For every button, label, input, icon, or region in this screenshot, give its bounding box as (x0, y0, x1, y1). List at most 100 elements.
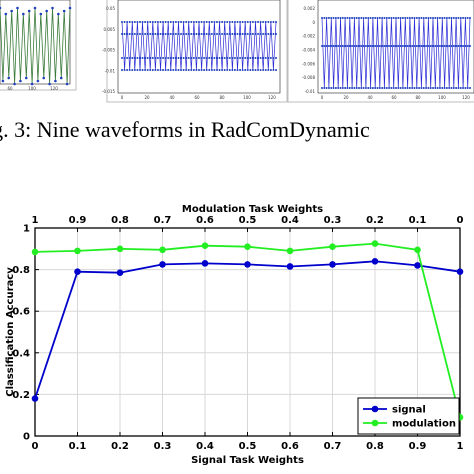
waveform-marker (469, 17, 471, 19)
waveform-marker (429, 45, 432, 47)
waveform-marker (180, 33, 183, 35)
waveform-marker (13, 82, 16, 86)
waveform-marker (427, 87, 430, 89)
waveform-marker (195, 69, 198, 71)
waveform-marker (213, 57, 216, 59)
waveform-marker (399, 17, 402, 19)
waveform-marker (221, 57, 224, 59)
waveform-marker (200, 57, 203, 59)
waveform-marker (218, 57, 221, 59)
waveform-marker (249, 33, 252, 35)
waveform-marker (388, 87, 391, 89)
waveform-marker (185, 57, 188, 59)
waveform-marker (121, 69, 123, 71)
waveform-marker (177, 69, 180, 71)
waveform-marker (337, 17, 340, 19)
waveform-marker (180, 69, 183, 71)
waveform-marker (231, 33, 234, 35)
waveform-marker (432, 87, 434, 89)
waveform-marker (466, 45, 469, 47)
waveform-marker (198, 21, 200, 23)
top-x-tick-label: 0.1 (409, 215, 427, 226)
x-tick-label: 0 (32, 441, 39, 452)
waveform-marker (144, 69, 147, 71)
waveform-marker (459, 87, 462, 89)
waveform-marker (221, 21, 224, 23)
waveform-marker (128, 69, 131, 71)
waveform-marker (203, 33, 206, 35)
waveform-marker (249, 21, 252, 23)
waveform-marker (121, 57, 123, 59)
waveform-marker (215, 57, 218, 59)
waveform-marker (443, 87, 446, 89)
waveform-marker (448, 45, 451, 47)
waveform-marker (144, 21, 147, 23)
waveform-marker (233, 33, 236, 35)
waveform-marker (369, 87, 372, 89)
waveform-marker (254, 57, 257, 59)
waveform-marker (215, 21, 218, 23)
waveform-marker (381, 87, 384, 89)
series-signal (31, 257, 464, 402)
waveform-marker (272, 33, 275, 35)
waveform-marker (341, 17, 344, 19)
waveform-marker (346, 17, 349, 19)
waveform-marker (351, 17, 354, 19)
top-x-tick-label: 0.6 (196, 215, 214, 226)
waveform-marker (323, 87, 326, 89)
waveform-axes-box (317, 0, 474, 94)
waveform-marker (257, 69, 260, 71)
waveform-marker (381, 45, 384, 47)
waveform-marker (149, 69, 152, 71)
waveform-marker (45, 9, 48, 13)
waveform-marker (395, 45, 397, 47)
waveform-marker (267, 33, 270, 35)
waveform-marker (190, 33, 193, 35)
waveform-marker (30, 82, 34, 86)
waveform-marker (205, 33, 208, 35)
waveform-marker (190, 57, 193, 59)
chart-legend: signal modulation (357, 397, 460, 435)
waveform-marker (275, 21, 277, 23)
waveform-marker (151, 21, 154, 23)
waveform-marker (392, 87, 395, 89)
waveform-marker (459, 17, 462, 19)
waveform-marker (344, 17, 347, 19)
waveform-marker (192, 33, 195, 35)
waveform-marker (436, 17, 439, 19)
waveform-marker (376, 87, 379, 89)
waveform-marker (218, 33, 221, 35)
waveform-marker (246, 33, 249, 35)
data-point-modulation (371, 240, 379, 247)
waveform-marker (341, 87, 344, 89)
waveform-marker (174, 57, 177, 59)
waveform-marker (185, 69, 188, 71)
waveform-marker (187, 33, 190, 35)
waveform-marker (65, 82, 69, 86)
waveform-marker (264, 21, 267, 23)
waveform-marker (203, 21, 206, 23)
waveform-marker (174, 33, 177, 35)
waveform-marker (462, 45, 465, 47)
waveform-marker (213, 33, 216, 35)
waveform-marker (358, 45, 360, 47)
waveform-marker (448, 87, 451, 89)
waveform-x-tick: 100 (28, 86, 36, 91)
waveform-marker (275, 33, 277, 35)
waveform-marker (68, 6, 72, 10)
waveform-marker (269, 21, 272, 23)
waveform-marker (443, 17, 446, 19)
waveform-marker (272, 69, 275, 71)
waveform-marker (239, 33, 242, 35)
waveform-marker (339, 17, 342, 19)
waveform-marker (362, 87, 365, 89)
waveform-marker (339, 45, 342, 47)
waveform-marker (332, 87, 335, 89)
waveform-marker (464, 87, 467, 89)
waveform-marker (385, 17, 388, 19)
waveform-marker (149, 33, 152, 35)
waveform-marker (367, 87, 370, 89)
waveform-marker (413, 87, 416, 89)
waveform-marker (231, 57, 234, 59)
waveform-marker (259, 21, 262, 23)
